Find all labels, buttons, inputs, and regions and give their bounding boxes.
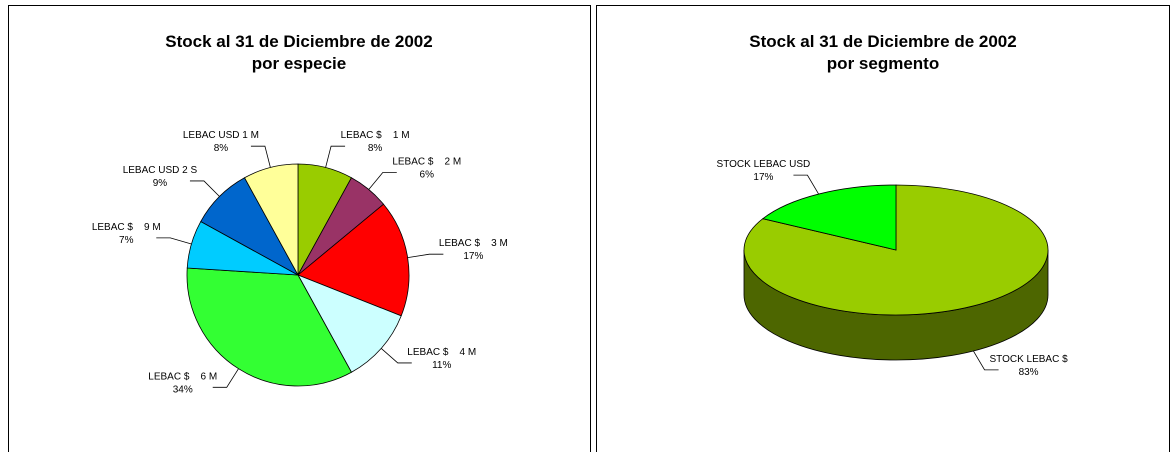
leader-line bbox=[325, 145, 346, 168]
data-label-name: STOCK LEBAC USD bbox=[717, 159, 811, 170]
data-label-name: LEBAC $ 1 M bbox=[341, 130, 410, 141]
data-label: 11% bbox=[432, 360, 451, 371]
data-label: 6% bbox=[420, 170, 435, 181]
chart-subtitle: por especie bbox=[252, 54, 347, 73]
leader-line bbox=[973, 350, 999, 371]
data-label: 34% bbox=[173, 384, 193, 395]
data-label: 17% bbox=[753, 172, 773, 183]
pie-slice bbox=[243, 163, 299, 276]
chart-title: Stock al 31 de Diciembre de 2002 bbox=[165, 32, 432, 51]
data-label-name: LEBAC $ 2 M bbox=[392, 157, 461, 168]
chart-title: Stock al 31 de Diciembre de 2002 bbox=[749, 32, 1016, 51]
data-label: 8% bbox=[214, 143, 229, 154]
data-label-name: LEBAC $ 6 M bbox=[148, 371, 217, 382]
leader-line bbox=[189, 180, 220, 197]
data-label-name: STOCK LEBAC $ bbox=[989, 354, 1068, 365]
data-label-name: LEBAC USD 2 S bbox=[123, 165, 198, 176]
data-label: 8% bbox=[368, 143, 383, 154]
leader-line bbox=[407, 253, 444, 259]
data-label-name: LEBAC $ 3 M bbox=[439, 238, 508, 249]
data-label: 7% bbox=[119, 235, 134, 246]
leader-line bbox=[380, 348, 412, 364]
leader-line bbox=[156, 237, 192, 245]
data-label: 9% bbox=[153, 178, 168, 189]
leader-line bbox=[250, 145, 271, 168]
data-label: 83% bbox=[1019, 367, 1039, 378]
leader-line bbox=[793, 174, 819, 195]
pie-slice bbox=[297, 274, 402, 373]
data-label-name: LEBAC $ 4 M bbox=[407, 347, 476, 358]
leader-line bbox=[212, 368, 239, 388]
pie-slice bbox=[297, 203, 410, 317]
data-label: 17% bbox=[463, 251, 483, 262]
data-label-name: LEBAC $ 9 M bbox=[92, 222, 161, 233]
panel-border bbox=[596, 5, 1170, 452]
chart-subtitle: por segmento bbox=[827, 54, 939, 73]
data-label-name: LEBAC USD 1 M bbox=[183, 130, 259, 141]
leader-line bbox=[368, 172, 397, 190]
panel-border bbox=[8, 5, 591, 452]
